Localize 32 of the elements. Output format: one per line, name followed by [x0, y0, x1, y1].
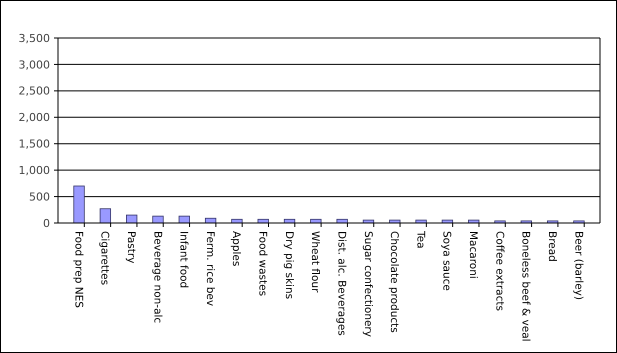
x-tick-label: Infant food [178, 231, 190, 288]
x-tick-label: Coffee extracts [493, 231, 506, 311]
y-tick-label: 0 [43, 216, 50, 230]
x-tick-label: Bread [546, 231, 558, 262]
y-tick-label: 2,500 [18, 84, 50, 98]
x-tick-label: Beverage non-alc [151, 231, 164, 324]
x-tick-label: Wheat flour [309, 231, 322, 294]
x-tick-label: Apples [230, 231, 242, 266]
x-tick-label: Pastry [124, 231, 137, 264]
y-tick-label: 3,500 [18, 32, 50, 45]
bar [100, 208, 112, 224]
x-tick-label: Chocolate products [388, 231, 400, 333]
x-tick-label: Soya sauce [440, 231, 453, 291]
x-tick-label: Dry pig skins [282, 231, 295, 300]
x-tick-label: Tea [414, 230, 426, 249]
x-tick-label: Sugar confectionery [362, 231, 374, 337]
x-tick-label: Beer (barley) [572, 231, 584, 300]
y-tick-label: 1,500 [18, 138, 50, 151]
x-tick-label: Food wastes [256, 231, 269, 296]
bar [126, 214, 138, 224]
y-tick-label: 3,000 [18, 58, 50, 72]
x-tick-label: Food prep NES [72, 231, 84, 308]
x-tick-label: Cigarettes [98, 231, 111, 286]
y-tick-label: 500 [29, 190, 50, 204]
bar [73, 186, 85, 224]
x-tick-label: Boneless beef & veal [520, 231, 532, 342]
x-tick-label: Macaroni [467, 231, 480, 279]
bar [178, 216, 190, 224]
x-tick-label: Ferm. rice bev [204, 231, 216, 306]
y-tick-label: 1,000 [18, 164, 50, 177]
x-tick-label: Dist. alc. Beverages [335, 231, 348, 336]
y-tick-label: 2,000 [18, 111, 50, 124]
